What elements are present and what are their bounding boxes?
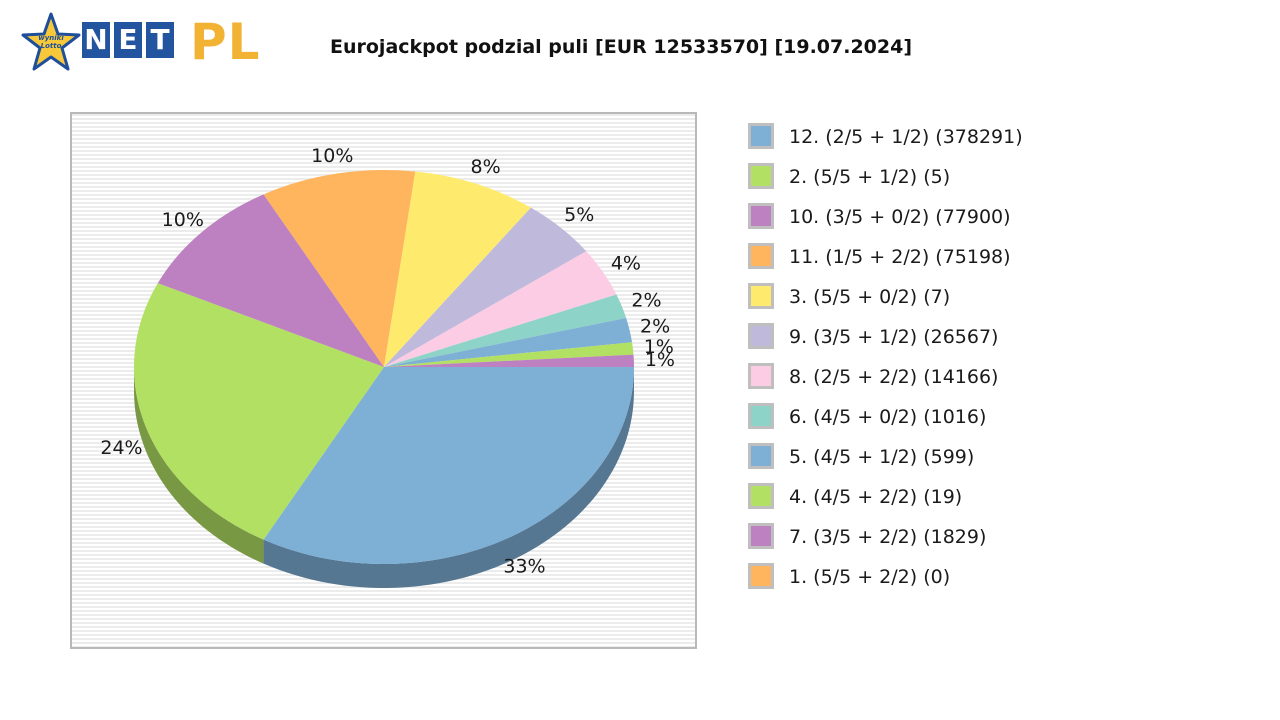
pie-percent-label-1: 24% xyxy=(100,437,142,459)
legend-swatch xyxy=(748,123,774,149)
pie-percent-label-9: 1% xyxy=(644,336,674,358)
logo-letter-t: T xyxy=(146,22,174,58)
legend-label: 5. (4/5 + 1/2) (599) xyxy=(789,446,975,468)
logo-pl: PL xyxy=(190,13,261,71)
pie-percent-label-3: 10% xyxy=(311,145,353,167)
legend-label: 11. (1/5 + 2/2) (75198) xyxy=(789,246,1011,268)
legend-label: 1. (5/5 + 2/2) (0) xyxy=(789,566,951,588)
legend-label: 10. (3/5 + 0/2) (77900) xyxy=(789,206,1011,228)
legend-label: 6. (4/5 + 0/2) (1016) xyxy=(789,406,987,428)
legend-swatch xyxy=(748,203,774,229)
legend-swatch xyxy=(748,323,774,349)
logo-star-text-line2: Lotto xyxy=(40,42,62,50)
logo-star-text-line1: wyniki xyxy=(38,34,64,42)
pie-slice-6[interactable] xyxy=(384,251,617,367)
pie-slice-2[interactable] xyxy=(157,194,384,367)
pie-slice-3[interactable] xyxy=(263,169,416,367)
pie-percent-label-2: 10% xyxy=(162,209,204,231)
legend-label: 8. (2/5 + 2/2) (14166) xyxy=(789,366,999,388)
pie-slice-9[interactable] xyxy=(384,342,634,367)
legend-swatch xyxy=(748,363,774,389)
pie-slice-5[interactable] xyxy=(384,207,587,367)
logo-star-text: wyniki Lotto xyxy=(28,34,74,50)
pie-slice-0[interactable] xyxy=(263,367,634,564)
pie-side-0 xyxy=(263,367,634,588)
legend-swatch xyxy=(748,563,774,589)
legend-swatch xyxy=(748,523,774,549)
pie-chart: 33%24%10%10%8%5%4%2%2%1%1% xyxy=(100,145,675,588)
pie-slice-1[interactable] xyxy=(133,283,384,540)
netpl-logo[interactable]: wyniki Lotto N E T PL xyxy=(20,12,265,72)
pie-percent-label-5: 5% xyxy=(564,204,594,226)
logo-letter-e: E xyxy=(114,22,142,58)
legend-label: 2. (5/5 + 1/2) (5) xyxy=(789,166,951,188)
legend-swatch xyxy=(748,243,774,269)
legend-label: 12. (2/5 + 1/2) (378291) xyxy=(789,126,1023,148)
pie-side-1 xyxy=(134,367,264,564)
pie-percent-label-8: 2% xyxy=(640,316,670,338)
pie-percent-label-7: 2% xyxy=(631,290,661,312)
pie-slice-8[interactable] xyxy=(384,318,633,367)
legend-swatch xyxy=(748,163,774,189)
legend-label: 3. (5/5 + 0/2) (7) xyxy=(789,286,951,308)
legend-label: 9. (3/5 + 1/2) (26567) xyxy=(789,326,999,348)
pie-percent-label-6: 4% xyxy=(611,252,641,274)
star-icon xyxy=(21,12,81,71)
chart-title: Eurojackpot podzial puli [EUR 12533570] … xyxy=(330,36,913,58)
pie-slice-7[interactable] xyxy=(384,294,627,367)
legend-swatch xyxy=(748,443,774,469)
logo-letter-blocks: N E T xyxy=(82,22,174,58)
plot-area: 33% 24% 10% 10% 8% 5% 4% 2% 2% 1% 1% xyxy=(70,112,697,649)
legend-swatch xyxy=(748,483,774,509)
pie-percent-label-10: 1% xyxy=(645,349,675,371)
pie-slice-4[interactable] xyxy=(384,171,531,367)
legend-swatch xyxy=(748,283,774,309)
legend-label: 4. (4/5 + 2/2) (19) xyxy=(789,486,963,508)
pie-percent-label-4: 8% xyxy=(471,156,501,178)
legend-swatch xyxy=(748,403,774,429)
logo-letter-n: N xyxy=(82,22,110,58)
legend-label: 7. (3/5 + 2/2) (1829) xyxy=(789,526,987,548)
pie-percent-label-0: 33% xyxy=(503,556,545,578)
pie-slice-10[interactable] xyxy=(384,354,634,367)
